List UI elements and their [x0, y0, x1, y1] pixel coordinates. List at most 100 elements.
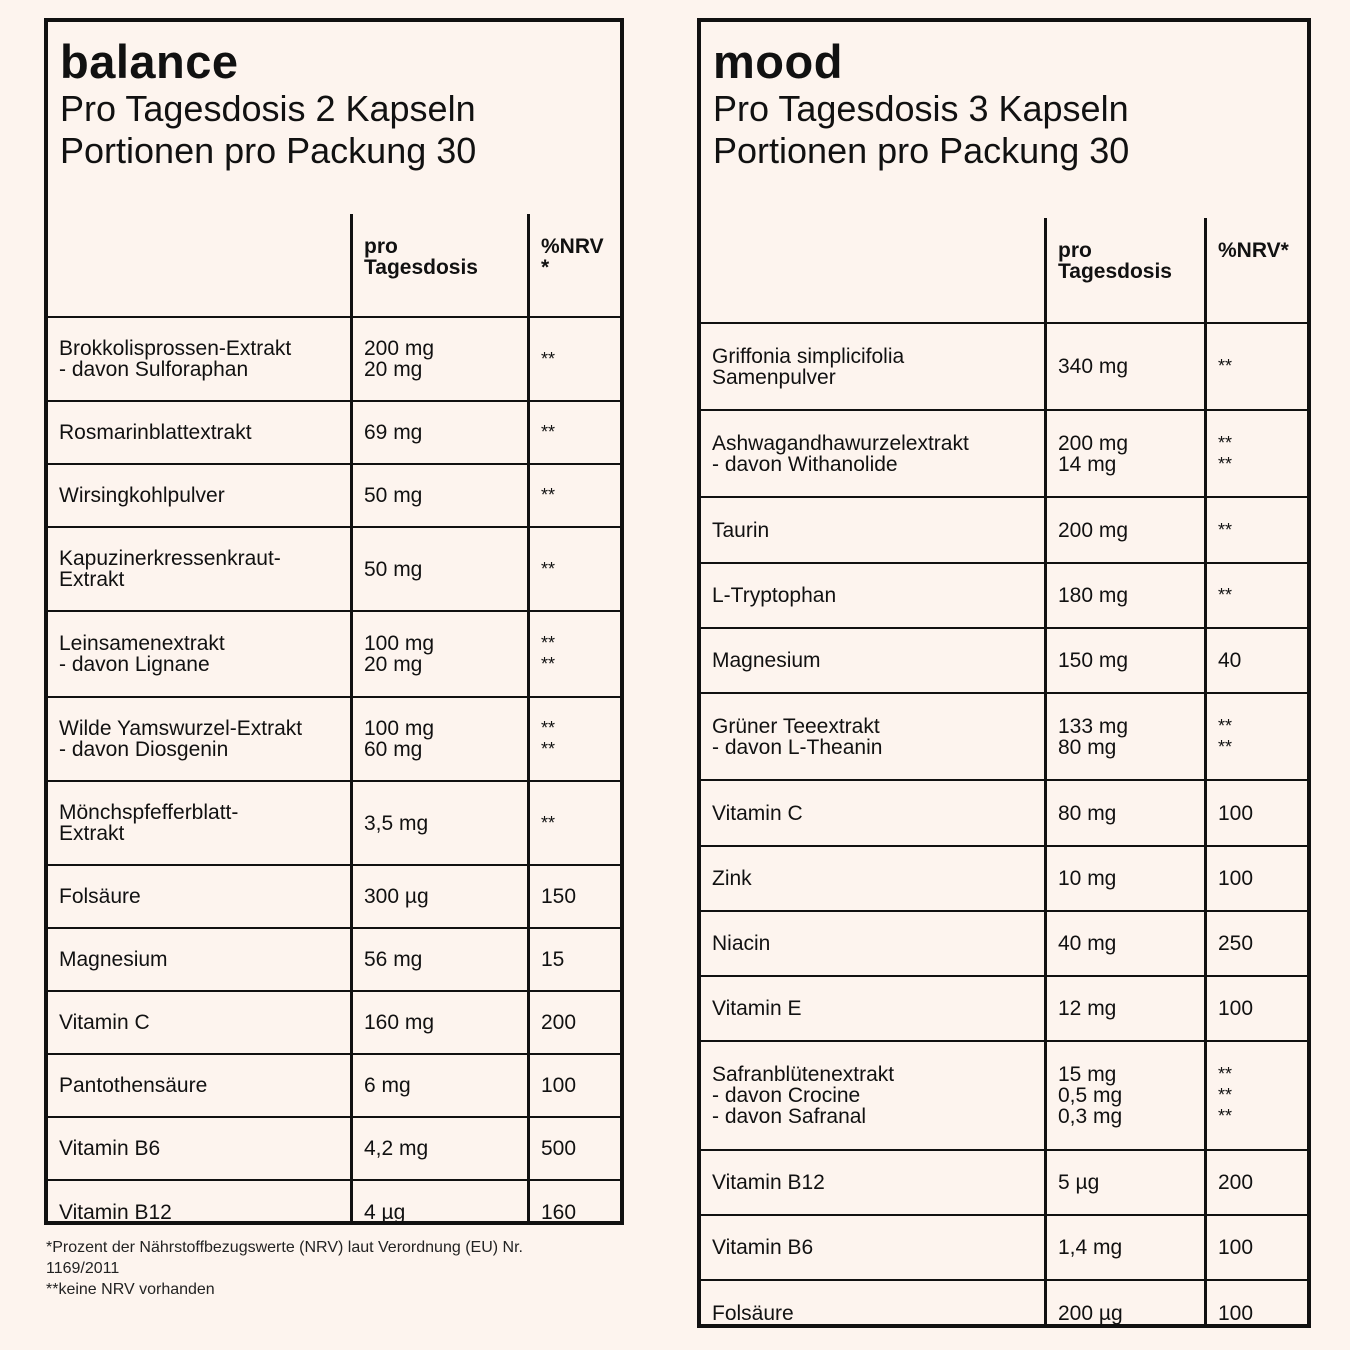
ingredient-name: Wilde Yamswurzel-Extrakt - davon Diosgeni… — [48, 698, 353, 780]
ingredient-amount-line: 80 mg — [1058, 801, 1117, 825]
table-row: Vitamin E 12 mg 100 — [701, 977, 1307, 1042]
ingredient-nrv: 100 — [530, 1055, 620, 1116]
ingredient-amount-line: 80 mg — [1058, 735, 1117, 759]
ingredient-amount-line: 12 mg — [1058, 997, 1117, 1020]
ingredient-amount: 12 mg — [1047, 977, 1207, 1040]
ingredient-amount: 3,5 mg — [353, 782, 530, 864]
mood-portion-line: Portionen pro Packung 30 — [713, 130, 1130, 171]
ingredient-nrv-line: ** — [1218, 585, 1233, 605]
ingredient-name: Magnesium — [48, 929, 353, 990]
table-row: Vitamin B12 4 µg 160 — [48, 1181, 620, 1221]
mood-table: pro Tagesdosis %NRV* Griffonia simplicifoli… — [701, 218, 1307, 1324]
table-row: Folsäure 300 µg 150 — [48, 866, 620, 929]
ingredient-nrv-line: 15 — [541, 948, 565, 971]
mood-dose-line: Pro Tagesdosis 3 Kapseln — [713, 88, 1129, 129]
ingredient-amount-line: 40 mg — [1058, 932, 1117, 955]
ingredient-amount: 150 mg — [1047, 629, 1207, 692]
ingredient-amount: 160 mg — [353, 992, 530, 1053]
ingredient-nrv-line: 100 — [541, 1074, 577, 1097]
ingredient-name-line: Vitamin B6 — [59, 1137, 161, 1160]
ingredient-amount-line: 4,2 mg — [364, 1137, 429, 1160]
ingredient-nrv-line: ** — [541, 633, 556, 653]
ingredient-name-line: Magnesium — [59, 948, 168, 971]
ingredient-nrv-line: 500 — [541, 1137, 577, 1160]
ingredient-name-line: - davon Sulforaphan — [59, 358, 249, 381]
ingredient-amount-line: 180 mg — [1058, 584, 1129, 607]
footnote: *Prozent der Nährstoffbezugswerte (NRV) … — [46, 1237, 606, 1300]
table-row: Rosmarinblattextrakt 69 mg ** — [48, 402, 620, 465]
ingredient-name-line: Vitamin C — [59, 1011, 150, 1034]
ingredient-nrv-line: 100 — [1218, 867, 1254, 890]
ingredient-name: L-Tryptophan — [701, 564, 1047, 627]
ingredient-name-line: - davon L-Theanin — [712, 735, 883, 759]
ingredient-name-line: Brokkolisprossen-Extrakt — [59, 337, 292, 360]
balance-table: pro Tagesdosis %NRV * Brokkolisprossen-Extra… — [48, 214, 620, 1221]
ingredient-amount: 200 µg — [1047, 1281, 1207, 1324]
ingredient-amount: 4 µg — [353, 1181, 530, 1221]
ingredient-nrv-line: ** — [1218, 453, 1233, 474]
table-row: Vitamin C 80 mg 100 — [701, 781, 1307, 847]
ingredient-name-line: Grüner Teeextrakt — [712, 714, 880, 738]
ingredient-name: Griffonia simplicifolia Samenpulver — [701, 324, 1047, 409]
ingredient-nrv-line: ** — [1218, 1064, 1233, 1084]
ingredient-amount: 4,2 mg — [353, 1118, 530, 1179]
ingredient-name-line: Leinsamenextrakt — [59, 632, 225, 655]
ingredient-nrv-line: ** — [1218, 519, 1233, 540]
table-row: Mönchspfefferblatt- Extrakt 3,5 mg ** — [48, 782, 620, 866]
ingredient-amount-line: 10 mg — [1058, 867, 1117, 890]
table-row: Magnesium 56 mg 15 — [48, 929, 620, 992]
ingredient-name-line: Folsäure — [59, 885, 141, 908]
ingredient-nrv: 500 — [530, 1118, 620, 1179]
ingredient-amount: 50 mg — [353, 465, 530, 526]
table-row: Magnesium 150 mg 40 — [701, 629, 1307, 694]
ingredient-name-line: Magnesium — [712, 649, 821, 672]
table-row: Grüner Teeextrakt - davon L-Theanin 133 mg… — [701, 694, 1307, 781]
ingredient-amount: 200 mg — [1047, 498, 1207, 562]
ingredient-amount-line: 14 mg — [1058, 452, 1117, 476]
balance-col-header-amount-line: pro — [364, 235, 398, 258]
table-row: Leinsamenextrakt - davon Lignane 100 mg 20 … — [48, 612, 620, 698]
ingredient-name-line: - davon Diosgenin — [59, 738, 229, 761]
ingredient-nrv: 100 — [1207, 1281, 1307, 1324]
ingredient-nrv: ** — [1207, 324, 1307, 409]
footnote-line-2: 1169/2011 — [46, 1260, 120, 1277]
ingredient-amount: 69 mg — [353, 402, 530, 463]
ingredient-amount-line: 50 mg — [364, 484, 423, 507]
ingredient-amount: 300 µg — [353, 866, 530, 927]
footnote-line-3: **keine NRV vorhanden — [46, 1281, 215, 1298]
ingredient-name: Vitamin B12 — [701, 1151, 1047, 1214]
ingredient-amount: 100 mg 20 mg — [353, 612, 530, 696]
balance-col-header-amount-line: Tagesdosis — [364, 256, 478, 279]
ingredient-amount: 80 mg — [1047, 781, 1207, 845]
balance-title: balance — [60, 35, 239, 88]
ingredient-amount-line: 20 mg — [364, 653, 423, 676]
ingredient-name-line: - davon Crocine — [712, 1084, 861, 1107]
ingredient-nrv: ** — [530, 528, 620, 610]
ingredient-name: Folsäure — [701, 1281, 1047, 1324]
ingredient-name-line: Taurin — [712, 518, 770, 542]
ingredient-amount-line: 340 mg — [1058, 355, 1129, 378]
mood-panel: mood Pro Tagesdosis 3 Kapseln Portionen … — [697, 18, 1311, 1328]
ingredient-name: Vitamin C — [701, 781, 1047, 845]
balance-col-header-nrv-line: * — [541, 256, 550, 279]
ingredient-nrv: 100 — [1207, 781, 1307, 845]
balance-col-header-nrv-line: %NRV — [541, 235, 604, 258]
ingredient-nrv: ** — [530, 318, 620, 400]
ingredient-name: Safranblütenextrakt - davon Crocine - davo… — [701, 1042, 1047, 1149]
ingredient-name: Vitamin B6 — [701, 1216, 1047, 1279]
table-row: Vitamin B6 4,2 mg 500 — [48, 1118, 620, 1181]
ingredient-nrv: ** — [530, 465, 620, 526]
mood-title: mood — [713, 35, 843, 88]
ingredient-nrv: 200 — [1207, 1151, 1307, 1214]
ingredient-amount-line: 200 mg — [1058, 518, 1129, 542]
ingredient-name-line: Vitamin C — [712, 801, 803, 825]
ingredient-nrv-line: ** — [541, 654, 556, 674]
ingredient-nrv: 15 — [530, 929, 620, 990]
ingredient-name-line: Vitamin B12 — [712, 1171, 825, 1194]
ingredient-name: Kapuzinerkressenkraut- Extrakt — [48, 528, 353, 610]
ingredient-name-line: - davon Safranal — [712, 1105, 867, 1128]
table-row: Vitamin B12 5 µg 200 — [701, 1151, 1307, 1216]
ingredient-name: Vitamin C — [48, 992, 353, 1053]
ingredient-amount: 56 mg — [353, 929, 530, 990]
ingredient-amount: 10 mg — [1047, 847, 1207, 910]
